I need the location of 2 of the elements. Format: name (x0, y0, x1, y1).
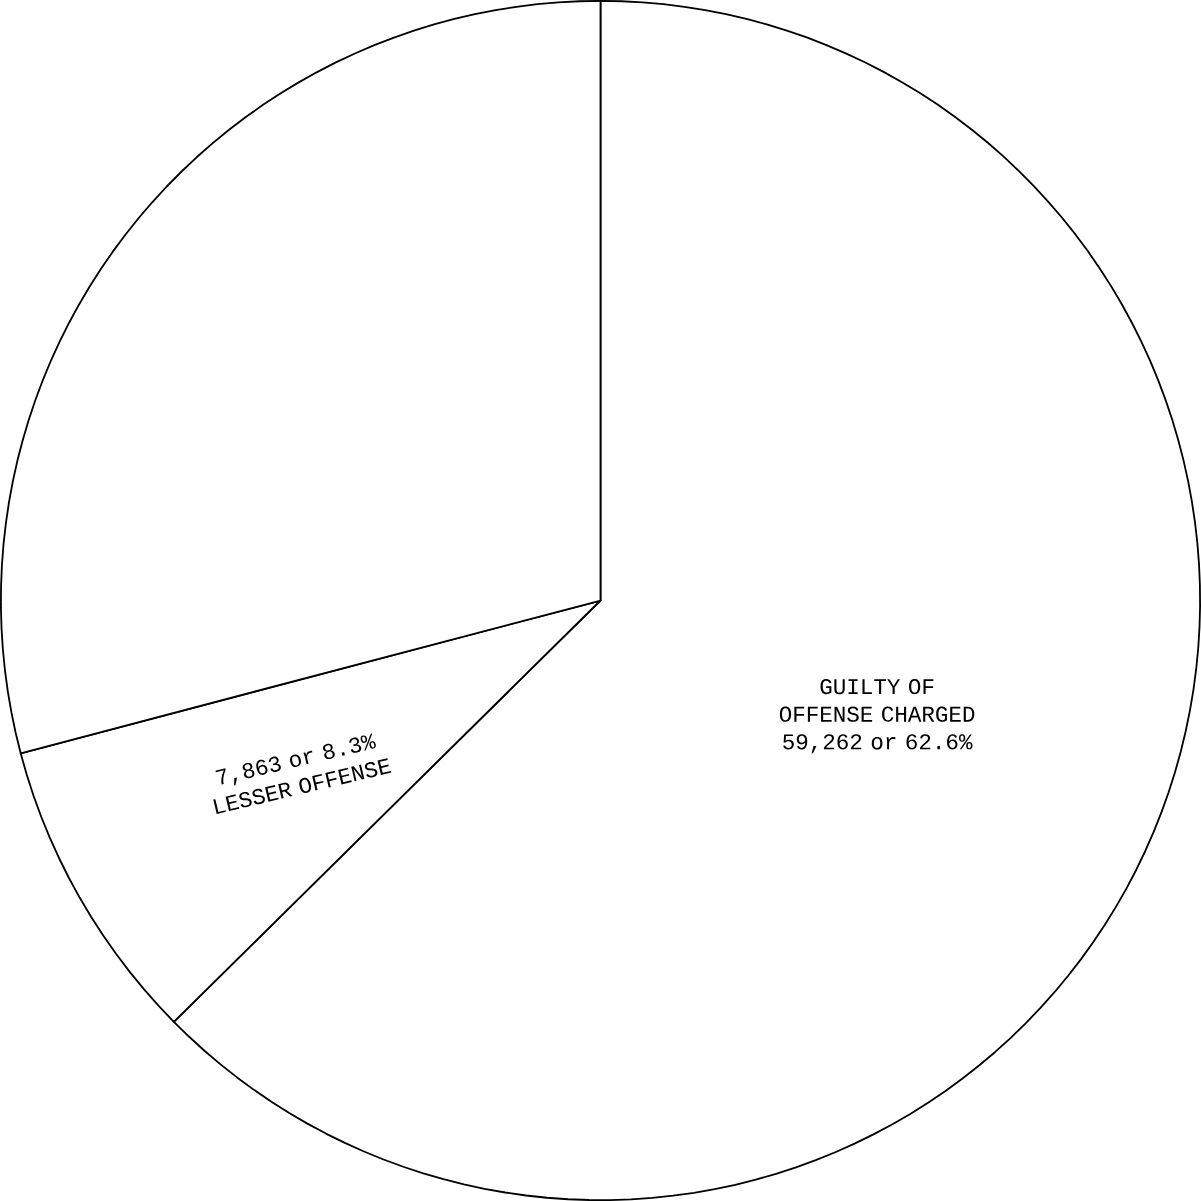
slice-label: GUILTY OF OFFENSE CHARGED (779, 679, 975, 722)
data-label: 59,262 or 62.6% (783, 734, 973, 754)
